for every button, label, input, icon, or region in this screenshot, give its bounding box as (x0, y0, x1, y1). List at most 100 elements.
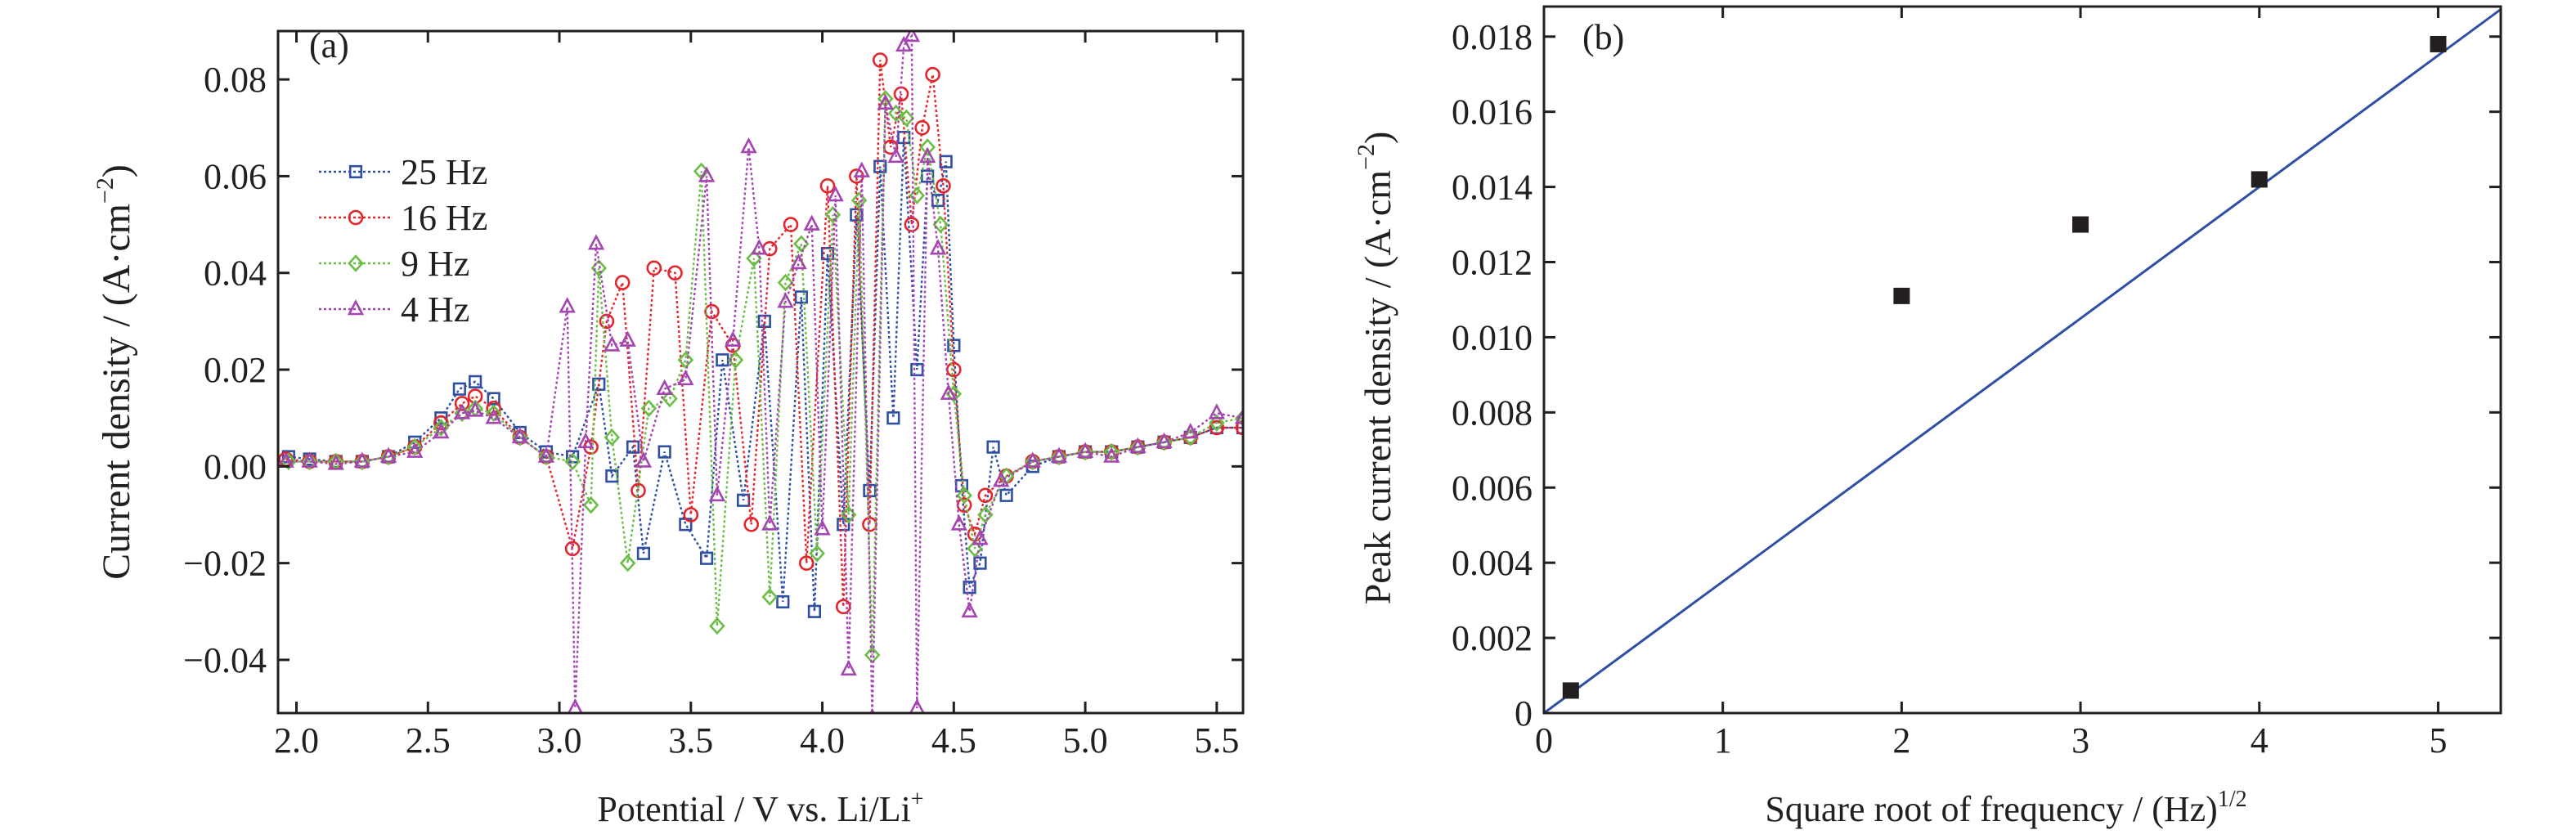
data-point (433, 422, 450, 439)
panel-a-label: (a) (309, 25, 349, 65)
data-point (354, 452, 370, 471)
panel-b-plot-frame (1542, 5, 2502, 715)
data-point (485, 404, 502, 423)
data-point (406, 437, 423, 456)
data-point (635, 451, 653, 468)
data-point (577, 432, 595, 449)
y-tick-label: 0.014 (1452, 168, 1533, 208)
panel-b-axis-ticks: 0 1 2 3 4 5 0 0.002 0.004 0.006 0.008 0.010 0.012 0.0… (1452, 7, 2501, 760)
data-point (939, 155, 953, 168)
data-point (454, 396, 470, 411)
x-tick-label: 4 (2251, 720, 2269, 760)
panel-a-y-axis-label-closing: ) (95, 164, 138, 177)
panel-b-y-axis-label-closing: ) (1357, 132, 1398, 144)
data-point (1076, 442, 1094, 458)
panel-b-label: (b) (1582, 17, 1624, 57)
data-point (746, 249, 762, 267)
panel-a-axis-ticks: 2.0 2.5 3.0 3.5 4.0 4.5 5.0 5.5 −0.04 −0.02 0.00 0.… (183, 31, 1243, 760)
data-point (1025, 452, 1041, 471)
data-point (537, 446, 555, 463)
data-point (977, 487, 994, 504)
data-point (2072, 216, 2089, 233)
data-point (919, 138, 936, 156)
x-tick-label: 2.5 (406, 720, 451, 760)
data-point (453, 403, 471, 420)
data-point (993, 471, 1010, 487)
data-point (803, 214, 820, 231)
data-point (727, 351, 744, 369)
data-point (466, 401, 484, 417)
data-point (619, 554, 636, 572)
data-point (956, 487, 972, 505)
data-point (1182, 422, 1199, 439)
data-point (921, 169, 935, 183)
data-point (1103, 442, 1120, 461)
data-point (887, 104, 904, 123)
data-point (486, 401, 501, 416)
data-point (862, 517, 877, 532)
data-point (961, 601, 978, 618)
panel-a-legend: 25 Hz 16 Hz 9 Hz 4 Hz (319, 152, 487, 330)
panel-b-x-axis-label-text: Square root of frequency / (Hz) (1765, 789, 2217, 829)
data-point (614, 275, 631, 290)
data-point (301, 452, 318, 471)
data-point (469, 375, 482, 388)
data-point (662, 389, 678, 408)
x-tick-label: 2.0 (274, 720, 319, 760)
data-point (777, 292, 794, 308)
data-point (640, 399, 657, 418)
panel-b-data-marks (1544, 8, 2501, 713)
data-point (379, 446, 397, 463)
data-point (487, 392, 500, 406)
data-point (709, 617, 725, 635)
x-tick-label: 5.0 (1063, 720, 1108, 760)
chart-panel-b: 0 1 2 3 4 5 0 0.002 0.004 0.006 0.008 0.010 0.012 0.0… (1353, 5, 2502, 829)
data-point (452, 382, 466, 396)
data-point (963, 581, 976, 594)
fit-line (1544, 8, 2501, 713)
data-point (667, 265, 683, 281)
data-point (929, 239, 947, 255)
data-point (814, 519, 831, 536)
data-point (511, 427, 528, 444)
x-tick-label: 3.5 (668, 720, 713, 760)
y-tick-label: 0.02 (204, 350, 267, 390)
y-tick-label: 0.00 (204, 446, 267, 487)
data-point (1234, 408, 1243, 424)
data-point (840, 659, 857, 676)
data-point (895, 35, 913, 52)
data-point (657, 445, 671, 459)
legend-label: 9 Hz (401, 244, 469, 284)
legend-label: 25 Hz (401, 152, 487, 192)
panel-a-y-axis-label: Current density / (A·cm−2) (92, 164, 138, 580)
x-tick-label: 0 (1535, 720, 1553, 760)
data-point (619, 330, 636, 347)
data-point (986, 440, 1000, 454)
panel-a-x-axis-label-superscript: + (911, 787, 924, 812)
legend-swatch-marker (348, 254, 364, 272)
legend-swatch-marker (348, 209, 364, 226)
legend-label: 16 Hz (401, 198, 487, 238)
chart-panel-a: 2.0 2.5 3.0 3.5 4.0 4.5 5.0 5.5 −0.04 −0.02 0.00 0.… (92, 25, 1245, 829)
data-point (837, 518, 850, 532)
panel-b-x-axis-label-superscript: 1/2 (2218, 787, 2247, 812)
x-tick-label: 3 (2071, 720, 2089, 760)
series-line (288, 96, 1243, 656)
series-4-hz (278, 31, 1243, 713)
panel-a-x-axis-label-text: Potential / V vs. Li/Li (597, 789, 910, 829)
data-point (380, 447, 397, 466)
data-point (776, 594, 790, 609)
data-point (559, 297, 576, 313)
panel-b-y-axis-label-text: Peak current density / (A·cm (1357, 170, 1398, 605)
y-tick-label: −0.02 (183, 544, 267, 584)
data-point (677, 369, 694, 386)
x-tick-label: 1 (1714, 720, 1732, 760)
data-point (932, 215, 949, 234)
data-point (406, 442, 424, 458)
data-point (656, 379, 673, 396)
data-point (945, 384, 963, 403)
data-point (582, 496, 599, 514)
data-point (1209, 414, 1225, 432)
data-point (809, 545, 825, 563)
data-point (761, 588, 779, 606)
